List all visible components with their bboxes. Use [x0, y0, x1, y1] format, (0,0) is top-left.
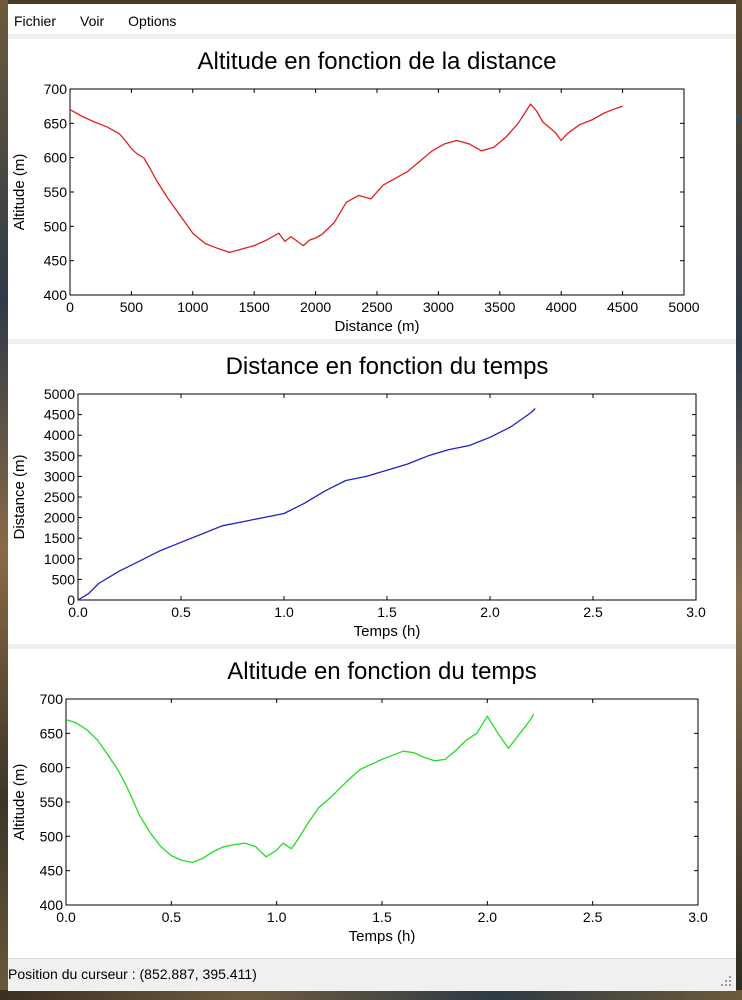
chart-title: Altitude en fonction de la distance: [198, 48, 557, 75]
series-line: [77, 407, 536, 601]
y-tick-label: 450: [44, 253, 68, 269]
desktop-background-left: [0, 0, 8, 1000]
y-tick-label: 2000: [44, 510, 75, 526]
plot-frame: [77, 393, 697, 601]
panel-separator: [8, 34, 736, 39]
resize-grip-icon[interactable]: [720, 975, 732, 987]
app-window: Fichier Voir Options Altitude en fonctio…: [8, 4, 736, 991]
panel-separator: [8, 644, 736, 649]
desktop-background-right: [736, 0, 742, 1000]
cursor-position-text: Position du curseur : (852.887, 395.411): [8, 966, 257, 982]
y-axis-label: Altitude (m): [11, 154, 28, 231]
x-tick-label: 1500: [239, 299, 270, 315]
x-tick-label: 3000: [423, 299, 454, 315]
y-axis-label: Distance (m): [11, 454, 28, 539]
desktop-background-bottom: [0, 990, 742, 1000]
x-axis-label: Temps (h): [354, 623, 421, 640]
x-tick-label: 0.0: [68, 604, 88, 620]
x-axis-label: Temps (h): [349, 928, 416, 945]
chart-panel-altitude-time[interactable]: Altitude en fonction du temps 0.0 0.5 1.0 1.…: [8, 649, 736, 954]
x-tick-label: 4500: [607, 299, 638, 315]
y-tick-label: 0: [67, 592, 75, 608]
menu-fichier[interactable]: Fichier: [14, 13, 57, 29]
y-tick-label: 700: [44, 81, 68, 97]
y-axis-label: Altitude (m): [11, 764, 28, 841]
y-tick-label: 3500: [44, 448, 75, 464]
y-tick-label: 650: [44, 115, 68, 131]
y-tick-label: 450: [40, 863, 64, 879]
y-tick-label: 2500: [44, 489, 75, 505]
x-tick-label: 1.0: [267, 909, 287, 925]
menu-options[interactable]: Options: [128, 13, 177, 29]
x-tick-label: 1000: [177, 299, 208, 315]
y-tick-label: 1000: [44, 551, 75, 567]
background-window-edge-glyph: e: [734, 112, 741, 124]
x-tick-label: 500: [120, 299, 144, 315]
x-tick-label: 2.0: [478, 909, 498, 925]
x-tick-label: 0.5: [171, 604, 191, 620]
y-tick-label: 500: [40, 828, 64, 844]
series-line: [65, 713, 535, 864]
chart-panel-distance-time[interactable]: Distance en fonction du temps 0.0 0.5 1.0 1.…: [8, 344, 736, 644]
x-tick-label: 2500: [361, 299, 392, 315]
y-tick-label: 550: [40, 794, 64, 810]
y-tick-label: 500: [44, 218, 68, 234]
y-tick-label: 4000: [44, 427, 75, 443]
x-tick-label: 3500: [484, 299, 515, 315]
chart-title: Distance en fonction du temps: [226, 353, 549, 380]
chart-distance-time[interactable]: Distance en fonction du temps 0.0 0.5 1.0 1.…: [8, 344, 736, 644]
x-tick-label: 3.0: [686, 604, 706, 620]
y-tick-label: 400: [40, 897, 64, 913]
chart-altitude-distance[interactable]: Altitude en fonction de la distance 0 500 1…: [8, 39, 736, 339]
x-axis-label: Distance (m): [334, 318, 419, 335]
chart-title: Altitude en fonction du temps: [227, 658, 537, 685]
x-tick-label: 0.0: [56, 909, 76, 925]
x-tick-label: 4000: [546, 299, 577, 315]
y-tick-label: 500: [52, 571, 76, 587]
x-tick-label: 2.5: [583, 909, 603, 925]
y-tick-label: 4500: [44, 407, 75, 423]
chart-altitude-time[interactable]: Altitude en fonction du temps 0.0 0.5 1.0 1.…: [8, 649, 736, 954]
menu-voir[interactable]: Voir: [80, 13, 105, 29]
series-line: [69, 103, 623, 254]
x-tick-label: 0: [66, 299, 74, 315]
y-tick-label: 5000: [44, 386, 75, 402]
x-tick-label: 1.0: [274, 604, 294, 620]
y-tick-label: 3000: [44, 468, 75, 484]
y-tick-label: 650: [40, 725, 64, 741]
status-bar: Position du curseur : (852.887, 395.411): [8, 958, 736, 991]
x-tick-label: 5000: [668, 299, 699, 315]
chart-panel-altitude-distance[interactable]: Altitude en fonction de la distance 0 500 1…: [8, 39, 736, 339]
y-tick-label: 600: [44, 150, 68, 166]
screen-top-strip: [0, 0, 742, 4]
menu-bar: Fichier Voir Options: [8, 8, 184, 34]
x-tick-label: 3.0: [688, 909, 708, 925]
y-tick-label: 600: [40, 760, 64, 776]
x-tick-label: 2.0: [480, 604, 500, 620]
x-tick-label: 2.5: [583, 604, 603, 620]
panel-separator: [8, 339, 736, 344]
y-tick-label: 400: [44, 287, 68, 303]
y-tick-label: 1500: [44, 530, 75, 546]
y-tick-label: 550: [44, 184, 68, 200]
plot-frame: [65, 698, 699, 906]
x-tick-label: 2000: [300, 299, 331, 315]
x-tick-label: 1.5: [372, 909, 392, 925]
x-tick-label: 0.5: [162, 909, 182, 925]
y-tick-label: 700: [40, 691, 64, 707]
x-tick-label: 1.5: [377, 604, 397, 620]
